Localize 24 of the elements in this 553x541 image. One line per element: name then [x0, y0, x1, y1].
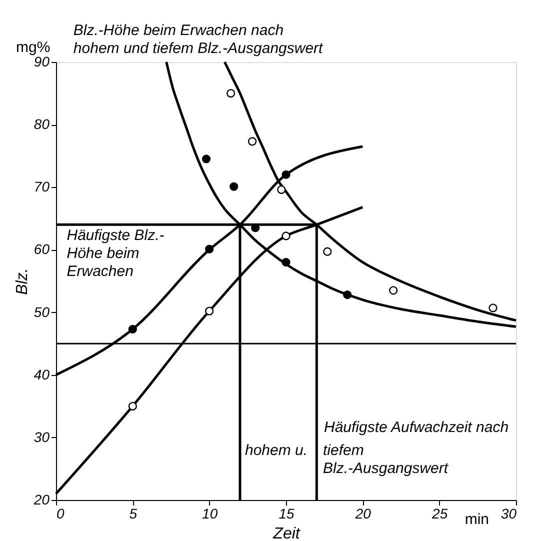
x-tick-label: 0 — [56, 506, 64, 522]
annotation: Häufigste Blz.- Höhe beim Erwachen — [66, 226, 164, 280]
y-tick-label: 50 — [34, 304, 50, 320]
x-tick-label: 25 — [431, 506, 448, 522]
y-tick-label: 20 — [32, 492, 50, 508]
annotation: Häufigste Aufwachzeit nach — [324, 419, 509, 436]
annotation: hohem u. — [245, 442, 308, 459]
y-tick-label: 30 — [34, 428, 50, 445]
text: min — [464, 511, 489, 528]
x-tick-label: 10 — [202, 506, 218, 522]
x-tick-label: 5 — [129, 506, 138, 522]
x-axis-title: Zeit — [272, 526, 300, 541]
text: mg% — [16, 39, 50, 56]
x-tick-label: 20 — [354, 506, 372, 522]
y-tick-label: 80 — [34, 116, 50, 132]
y-tick-label: 40 — [34, 366, 50, 382]
y-axis-title: Blz. — [14, 268, 31, 295]
x-tick-label: 15 — [278, 506, 294, 522]
y-tick-label: 90 — [34, 54, 50, 70]
y-tick-label: 70 — [34, 178, 50, 195]
chart-title: Blz.-Höhe beim Erwachen nach hohem und tiefem Blz.-Ausgangswert — [73, 22, 324, 57]
x-tick-label: 30 — [500, 506, 517, 522]
annotation: tiefem Blz.-Ausgangswert — [323, 442, 449, 477]
y-tick-label: 60 — [34, 241, 50, 258]
